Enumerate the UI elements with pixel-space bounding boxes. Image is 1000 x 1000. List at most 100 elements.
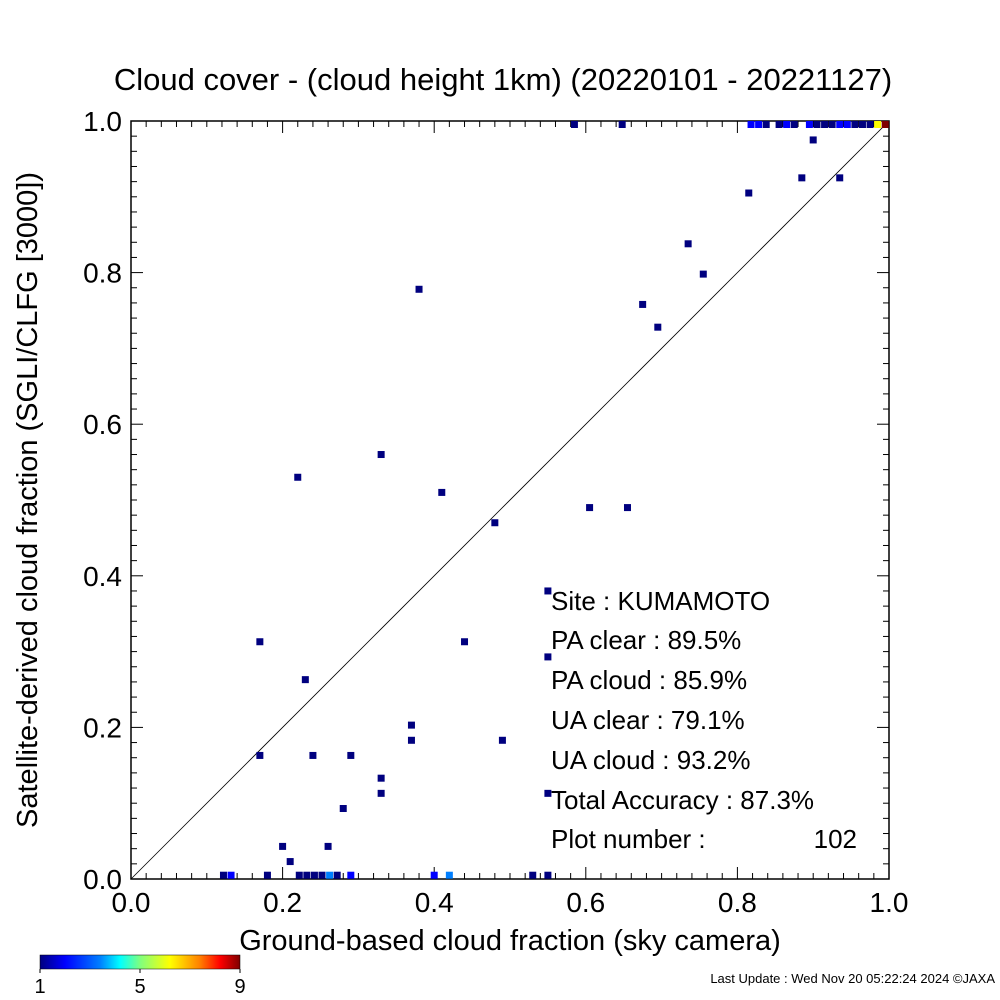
data-point xyxy=(310,871,318,879)
stat-plot-number-value: 102 xyxy=(814,824,857,854)
data-point xyxy=(809,136,817,144)
data-point xyxy=(813,121,821,128)
axis-ticks xyxy=(130,120,890,880)
data-point xyxy=(790,121,798,128)
data-point xyxy=(762,121,770,128)
data-point xyxy=(333,871,341,879)
chart-title: Cloud cover - (cloud height 1km) (202201… xyxy=(114,62,892,97)
data-point xyxy=(775,121,783,128)
data-point xyxy=(747,121,755,128)
data-point xyxy=(407,721,415,729)
stat-pa-cloud: PA cloud : 85.9% xyxy=(551,665,747,695)
data-point xyxy=(256,751,264,759)
data-point xyxy=(407,736,415,744)
data-point xyxy=(491,519,499,527)
data-point xyxy=(836,174,844,182)
data-point xyxy=(339,805,347,813)
colorbar-gradient xyxy=(39,954,241,970)
y-tick-label: 1.0 xyxy=(83,106,122,137)
colorbar-ticks: 1 5 9 xyxy=(34,969,246,998)
data-point xyxy=(227,871,235,879)
data-point xyxy=(684,240,692,248)
data-point xyxy=(798,174,806,182)
stat-site: Site : KUMAMOTO xyxy=(551,586,770,616)
plot-area xyxy=(130,120,890,880)
stat-ua-clear: UA clear : 79.1% xyxy=(551,705,745,735)
y-tick-label: 0.6 xyxy=(83,409,122,440)
data-point xyxy=(326,871,334,879)
data-point xyxy=(544,587,552,595)
stat-total-accuracy: Total Accuracy : 87.3% xyxy=(551,785,814,815)
data-point xyxy=(377,774,385,782)
data-point xyxy=(866,121,874,128)
data-point xyxy=(805,121,813,128)
data-point xyxy=(881,121,889,128)
data-point xyxy=(874,121,882,128)
data-point xyxy=(639,300,647,308)
data-point xyxy=(821,121,829,128)
data-point xyxy=(438,488,446,496)
data-point xyxy=(377,451,385,459)
x-tick-label: 1.0 xyxy=(870,887,909,918)
data-point xyxy=(699,270,707,278)
y-tick-label: 0.4 xyxy=(83,561,122,592)
stats-panel: Site : KUMAMOTO PA clear : 89.5% PA clou… xyxy=(551,586,857,854)
data-point xyxy=(294,473,302,481)
x-axis-label: Ground-based cloud fraction (sky camera) xyxy=(239,925,781,957)
data-point xyxy=(430,871,438,879)
data-point xyxy=(286,858,294,866)
data-point xyxy=(623,504,631,512)
data-point xyxy=(843,121,851,128)
data-point xyxy=(544,653,552,661)
data-point xyxy=(461,638,469,646)
data-point xyxy=(529,871,537,879)
data-point xyxy=(654,323,662,331)
y-tick-label: 0.2 xyxy=(83,712,122,743)
y-tick-label: 0.8 xyxy=(83,258,122,289)
data-point xyxy=(415,285,423,293)
data-point xyxy=(618,121,626,128)
data-point xyxy=(445,871,453,879)
data-point xyxy=(347,871,355,879)
data-point xyxy=(295,871,303,879)
x-tick-label: 0.6 xyxy=(566,887,605,918)
y-axis-label: Satellite-derived cloud fraction (SGLI/C… xyxy=(12,172,44,828)
x-tick-label: 0.2 xyxy=(263,887,302,918)
stat-ua-cloud: UA cloud : 93.2% xyxy=(551,745,750,775)
data-point xyxy=(377,789,385,797)
colorbar-tick-label: 1 xyxy=(34,976,45,998)
x-tick-label: 0.0 xyxy=(112,887,151,918)
data-point xyxy=(544,871,552,879)
data-point xyxy=(544,789,552,797)
x-tick-labels: 0.0 0.2 0.4 0.6 0.8 1.0 xyxy=(112,887,909,918)
data-point xyxy=(219,871,227,879)
colorbar-tick-label: 5 xyxy=(134,976,145,998)
data-point xyxy=(318,871,326,879)
data-point xyxy=(851,121,859,128)
data-point xyxy=(858,121,866,128)
data-point xyxy=(303,871,311,879)
data-point xyxy=(586,504,594,512)
y-tick-label: 0.0 xyxy=(83,864,122,895)
data-point xyxy=(324,842,332,850)
last-update-footer: Last Update : Wed Nov 20 05:22:24 2024 ©… xyxy=(710,971,995,986)
data-point xyxy=(783,121,791,128)
data-point xyxy=(836,121,844,128)
x-tick-label: 0.4 xyxy=(415,887,454,918)
reference-line xyxy=(130,120,890,880)
stat-pa-clear: PA clear : 89.5% xyxy=(551,625,741,655)
data-point xyxy=(279,842,287,850)
data-points xyxy=(219,121,889,879)
stat-plot-number-label: Plot number : xyxy=(551,824,706,854)
data-point xyxy=(498,736,506,744)
colorbar: 1 5 9 xyxy=(34,954,246,998)
data-point xyxy=(570,121,578,128)
data-point xyxy=(263,871,271,879)
data-point xyxy=(755,121,763,128)
y-tick-labels: 0.0 0.2 0.4 0.6 0.8 1.0 xyxy=(83,106,122,895)
data-point xyxy=(309,751,317,759)
data-point xyxy=(301,676,309,684)
data-point xyxy=(347,751,355,759)
data-point xyxy=(745,189,753,197)
